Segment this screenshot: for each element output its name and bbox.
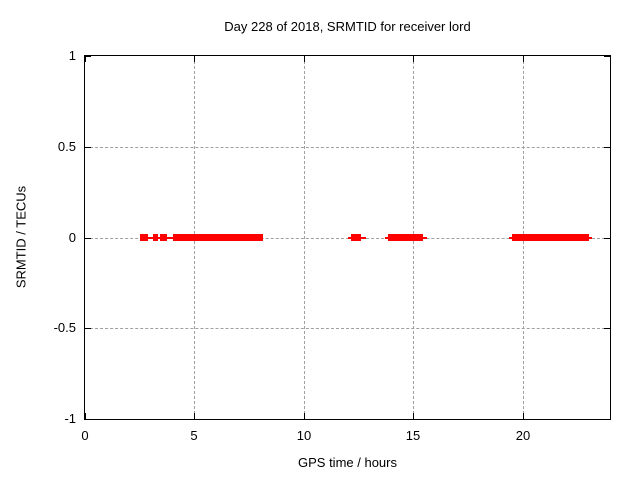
x-axis-label: GPS time / hours — [298, 455, 397, 470]
data-segment — [153, 234, 158, 241]
x-tick-label: 0 — [81, 428, 89, 443]
x-tick-top — [194, 56, 195, 62]
x-tick-bottom — [85, 413, 86, 419]
y-tick-right — [604, 56, 610, 57]
x-tick-label: 10 — [296, 428, 312, 443]
data-segment — [512, 234, 589, 241]
x-tick-top — [413, 56, 414, 62]
plot-area — [84, 55, 611, 420]
x-tick-label: 5 — [190, 428, 198, 443]
x-tick-label: 20 — [515, 428, 531, 443]
x-tick-bottom — [304, 413, 305, 419]
y-tick-label: -1 — [64, 411, 76, 426]
data-segment — [140, 234, 148, 241]
x-tick-label: 15 — [405, 428, 421, 443]
y-tick-right — [604, 328, 610, 329]
x-tick-top — [304, 56, 305, 62]
y-tick-label: -0.5 — [53, 320, 76, 335]
data-segment — [173, 234, 263, 241]
x-tick-bottom — [523, 413, 524, 419]
x-tick-top — [85, 56, 86, 62]
y-tick-right — [604, 147, 610, 148]
x-tick-bottom — [413, 413, 414, 419]
y-tick-left — [85, 147, 91, 148]
data-segment — [351, 234, 361, 241]
y-tick-left — [85, 56, 91, 57]
y-tick-label: 0.5 — [57, 139, 76, 154]
data-segment — [388, 234, 423, 241]
x-tick-bottom — [194, 413, 195, 419]
data-segment — [160, 234, 167, 241]
gridline-y-0 — [85, 238, 610, 239]
y-tick-left — [85, 238, 91, 239]
y-tick-left — [85, 328, 91, 329]
y-tick-right — [604, 419, 610, 420]
y-tick-left — [85, 419, 91, 420]
gridline-x-10 — [304, 56, 305, 419]
y-tick-label: 0 — [68, 230, 76, 245]
chart-title: Day 228 of 2018, SRMTID for receiver lor… — [224, 19, 471, 34]
gridline-y-0.5 — [85, 147, 610, 148]
y-tick-label: 1 — [68, 48, 76, 63]
x-tick-top — [523, 56, 524, 62]
y-tick-right — [604, 238, 610, 239]
gridline-y--0.5 — [85, 328, 610, 329]
